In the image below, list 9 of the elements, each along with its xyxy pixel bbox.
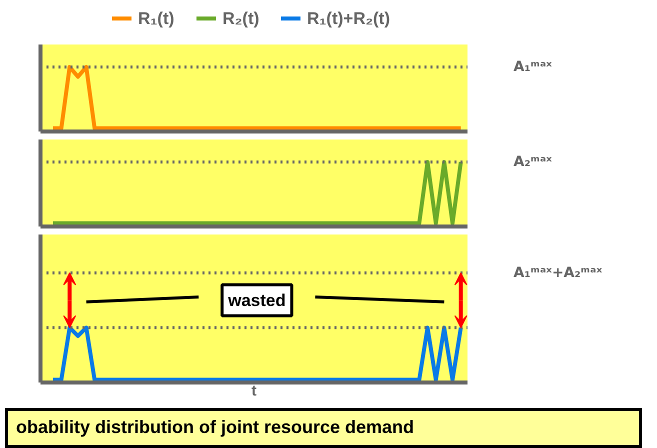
ref-line-label: A₁ᵐᵃˣ+A₂ᵐᵃˣ [514,264,602,281]
legend-label: R₁(t) [138,9,174,28]
ref-line-label: A₂ᵐᵃˣ [514,154,552,170]
text: wasted [227,290,286,310]
x-axis-title: t [252,382,256,400]
text: obability distribution of joint resource demand [16,416,414,439]
legend-label: R₁(t)+R₂(t) [306,9,390,28]
legend-label: R₂(t) [222,9,260,28]
ref-line-label: A₁ᵐᵃˣ [514,59,552,76]
